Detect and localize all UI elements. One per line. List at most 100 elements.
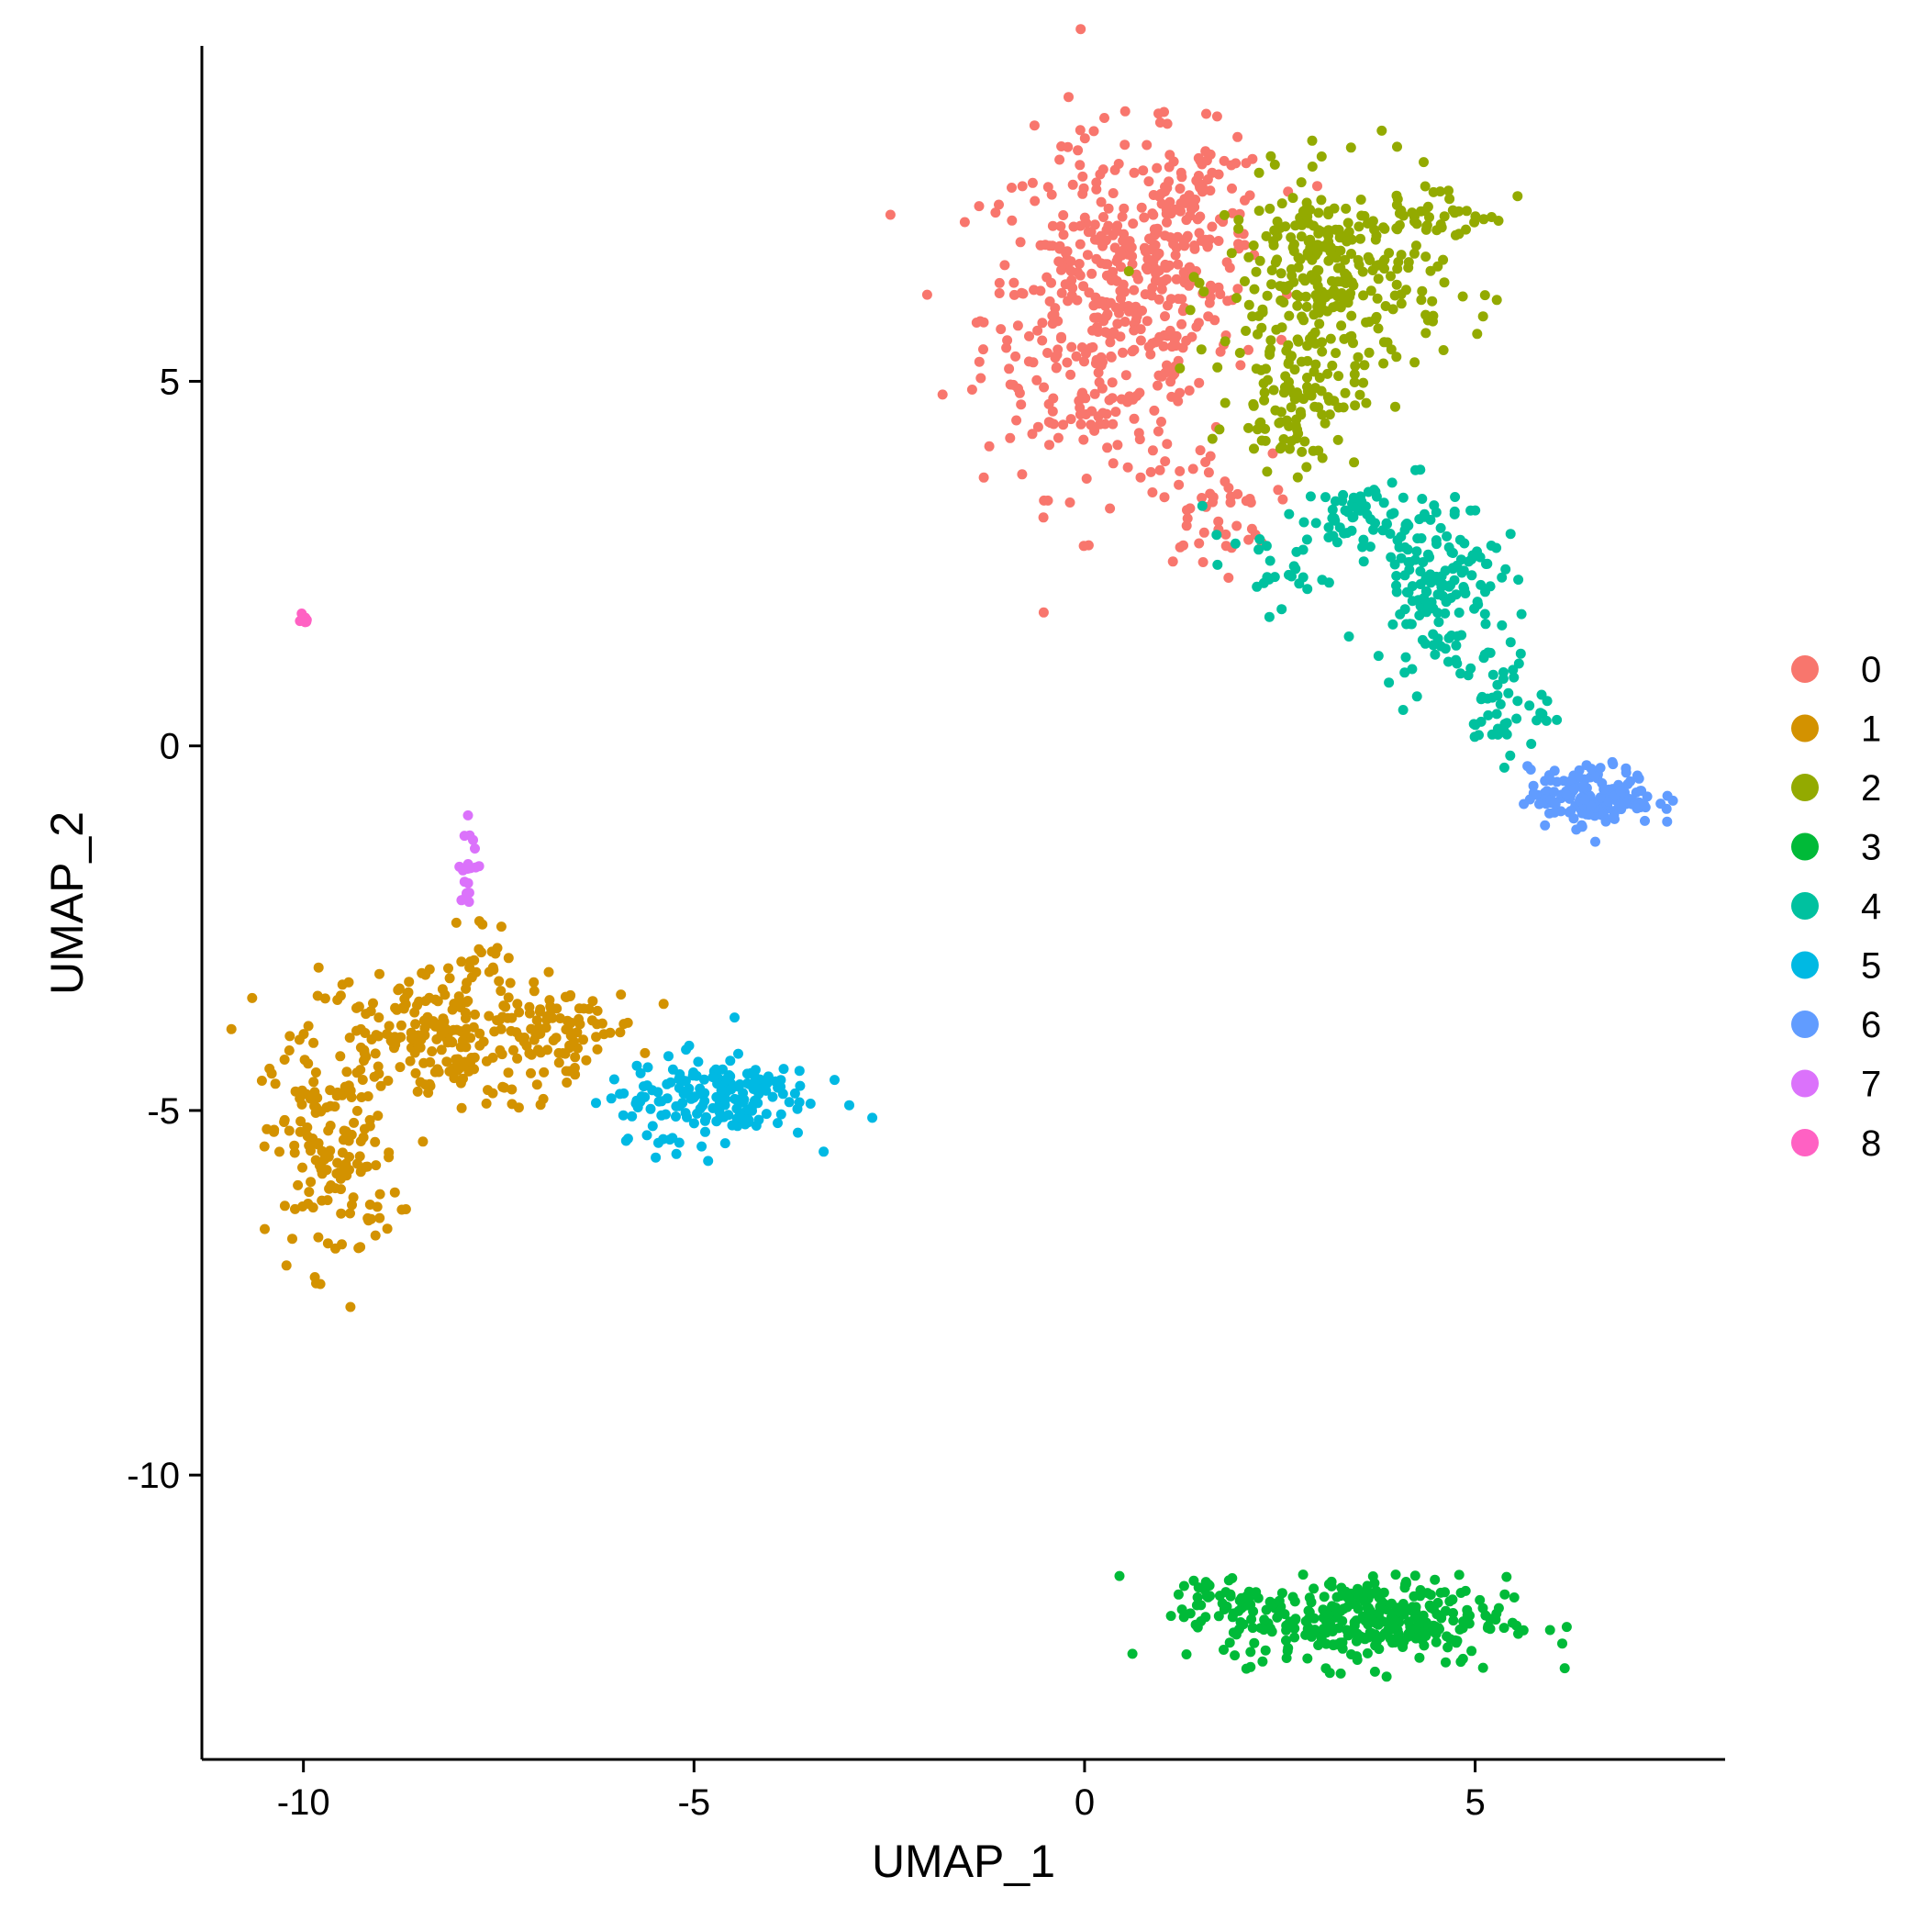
legend-key-5 <box>1791 951 1819 979</box>
point-cluster-0 <box>1089 312 1100 323</box>
point-cluster-2 <box>1302 386 1313 396</box>
point-cluster-0 <box>1105 503 1116 514</box>
point-cluster-1 <box>526 1067 536 1078</box>
point-cluster-4 <box>1356 496 1367 507</box>
point-cluster-0 <box>1102 442 1113 453</box>
point-cluster-0 <box>1235 360 1246 371</box>
point-cluster-1 <box>364 1114 375 1125</box>
point-cluster-3 <box>1289 1632 1300 1643</box>
point-cluster-3 <box>1448 1608 1458 1618</box>
point-cluster-0 <box>1213 236 1224 246</box>
point-cluster-1 <box>462 977 473 988</box>
point-cluster-5 <box>867 1112 878 1123</box>
point-cluster-0 <box>1139 212 1150 223</box>
point-cluster-3 <box>1364 1627 1376 1638</box>
point-cluster-0 <box>1194 538 1205 549</box>
point-cluster-1 <box>274 1146 284 1157</box>
point-cluster-0 <box>1203 311 1214 322</box>
point-cluster-1 <box>295 1116 306 1127</box>
point-cluster-0 <box>1027 177 1038 188</box>
point-cluster-0 <box>1148 209 1159 220</box>
point-cluster-2 <box>1264 203 1275 214</box>
point-cluster-2 <box>1396 205 1407 216</box>
point-cluster-6 <box>1615 786 1626 797</box>
point-cluster-4 <box>1455 668 1466 679</box>
point-cluster-6 <box>1609 810 1620 821</box>
point-cluster-2 <box>1416 295 1427 306</box>
point-cluster-0 <box>1066 341 1077 352</box>
point-cluster-3 <box>1441 1657 1451 1668</box>
point-cluster-4 <box>1452 631 1463 642</box>
point-cluster-0 <box>1197 557 1209 567</box>
point-cluster-2 <box>1292 387 1302 398</box>
point-cluster-3 <box>1320 1627 1331 1638</box>
point-cluster-4 <box>1487 729 1498 740</box>
point-cluster-3 <box>1309 1583 1320 1594</box>
point-cluster-2 <box>1255 417 1266 428</box>
point-cluster-0 <box>1164 325 1175 336</box>
point-cluster-6 <box>1667 795 1678 806</box>
point-cluster-6 <box>1586 800 1597 811</box>
point-cluster-0 <box>1062 246 1073 257</box>
point-cluster-0 <box>1164 232 1175 243</box>
point-cluster-1 <box>437 984 448 995</box>
point-cluster-0 <box>1093 327 1104 337</box>
point-cluster-0 <box>1174 479 1185 490</box>
point-cluster-3 <box>1418 1610 1429 1621</box>
point-cluster-1 <box>444 973 455 984</box>
point-cluster-1 <box>512 1053 523 1064</box>
point-cluster-5 <box>636 1091 647 1102</box>
point-cluster-0 <box>1106 351 1117 362</box>
point-cluster-1 <box>428 1016 439 1027</box>
point-cluster-1 <box>441 1056 452 1067</box>
point-cluster-4 <box>1491 542 1502 553</box>
point-cluster-2 <box>1307 135 1318 146</box>
point-cluster-0 <box>1185 262 1196 273</box>
point-cluster-2 <box>1359 360 1370 371</box>
point-cluster-1 <box>548 1035 559 1045</box>
point-cluster-6 <box>1621 798 1632 810</box>
point-cluster-0 <box>1015 237 1026 248</box>
point-cluster-1 <box>325 1121 336 1131</box>
point-cluster-3 <box>1196 1600 1207 1611</box>
point-cluster-1 <box>487 962 498 973</box>
point-cluster-4 <box>1508 664 1519 676</box>
point-cluster-4 <box>1400 519 1411 530</box>
point-cluster-1 <box>395 1032 407 1043</box>
point-cluster-0 <box>1184 385 1195 396</box>
point-cluster-2 <box>1286 352 1296 363</box>
point-cluster-2 <box>1263 374 1274 385</box>
point-cluster-0 <box>1159 492 1170 503</box>
point-cluster-4 <box>1428 629 1439 640</box>
point-cluster-1 <box>344 1165 354 1175</box>
point-cluster-2 <box>1420 206 1431 217</box>
point-cluster-2 <box>1340 254 1351 265</box>
point-cluster-4 <box>1399 542 1410 553</box>
point-cluster-5 <box>740 1119 751 1130</box>
point-cluster-2 <box>1284 376 1294 387</box>
point-cluster-2 <box>1253 167 1264 178</box>
point-cluster-4 <box>1498 667 1509 677</box>
point-cluster-0 <box>978 344 988 355</box>
point-cluster-3 <box>1398 1642 1409 1652</box>
point-cluster-3 <box>1501 1571 1512 1582</box>
point-cluster-0 <box>1176 318 1187 329</box>
point-cluster-0 <box>1164 196 1175 207</box>
point-cluster-1 <box>375 1080 386 1091</box>
point-cluster-0 <box>1097 408 1108 419</box>
point-cluster-0 <box>1037 335 1048 346</box>
point-cluster-5 <box>720 1094 731 1105</box>
point-cluster-1 <box>505 977 516 988</box>
point-cluster-1 <box>362 1212 373 1223</box>
point-cluster-3 <box>1454 1569 1465 1580</box>
point-cluster-0 <box>1055 221 1066 231</box>
point-cluster-4 <box>1317 575 1328 586</box>
point-cluster-3 <box>1185 1608 1196 1619</box>
point-cluster-1 <box>458 1073 468 1084</box>
point-cluster-0 <box>1187 463 1198 475</box>
point-cluster-0 <box>1017 181 1028 192</box>
point-cluster-0 <box>1143 176 1154 187</box>
point-cluster-2 <box>1293 252 1304 263</box>
point-cluster-0 <box>1191 321 1202 332</box>
